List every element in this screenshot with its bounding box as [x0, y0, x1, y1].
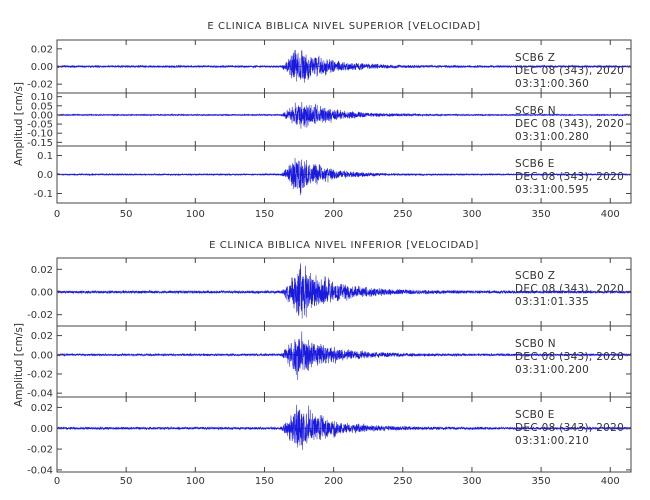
y-axis-label: Amplitud [cm/s]: [13, 82, 25, 166]
station-annotation: 03:31:00.595: [515, 184, 589, 196]
station-annotation: 03:31:00.280: [515, 131, 589, 143]
y-tick-label: 0.00: [31, 62, 53, 73]
y-tick-label: -0.02: [27, 369, 53, 380]
station-annotation: DEC 08 (343), 2020: [515, 171, 624, 183]
x-tick-label: 200: [324, 209, 343, 220]
y-tick-label: 0.02: [31, 403, 53, 414]
seismogram-trace: [56, 263, 632, 319]
seismogram-trace: [56, 158, 632, 196]
seismogram-trace: [56, 102, 632, 129]
y-tick-label: -0.02: [27, 80, 53, 91]
seismogram-trace: [56, 404, 632, 450]
station-annotation: SCB0 N: [515, 338, 556, 350]
station-annotation: DEC 08 (343), 2020: [515, 118, 624, 130]
station-annotation: SCB6 Z: [515, 52, 555, 64]
x-tick-label: 100: [186, 209, 205, 220]
y-tick-label: 0.00: [31, 288, 53, 299]
y-tick-label: 0.02: [31, 265, 53, 276]
y-tick-label: 0.00: [31, 110, 53, 121]
y-tick-label: -0.1: [33, 189, 53, 200]
y-tick-label: -0.10: [27, 129, 53, 140]
station-annotation: DEC 08 (343), 2020: [515, 65, 624, 77]
station-annotation: SCB0 E: [515, 409, 555, 421]
y-tick-label: -0.02: [27, 310, 53, 321]
x-tick-label: 200: [324, 476, 343, 487]
chart-title: E CLINICA BIBLICA NIVEL INFERIOR [VELOCI…: [209, 240, 479, 251]
station-annotation: DEC 08 (343), 2020: [515, 351, 624, 363]
chart-title: E CLINICA BIBLICA NIVEL SUPERIOR [VELOCI…: [207, 21, 480, 32]
x-tick-label: 50: [120, 209, 133, 220]
x-tick-label: 350: [532, 476, 551, 487]
x-tick-label: 0: [54, 209, 60, 220]
y-tick-label: -0.04: [27, 465, 53, 476]
station-annotation: SCB0 Z: [515, 270, 555, 282]
seismogram-trace: [56, 49, 632, 83]
x-tick-label: 300: [462, 476, 481, 487]
y-tick-label: 0.10: [31, 92, 53, 103]
y-tick-label: -0.04: [27, 389, 53, 400]
y-tick-label: 0.02: [31, 331, 53, 342]
plots-layer: E CLINICA BIBLICA NIVEL SUPERIOR [VELOCI…: [13, 21, 632, 487]
y-tick-label: -0.05: [27, 120, 53, 131]
y-tick-label: 0.00: [31, 350, 53, 361]
y-tick-label: 0.0: [37, 170, 53, 181]
x-tick-label: 50: [120, 476, 133, 487]
station-annotation: DEC 08 (343), 2020: [515, 283, 624, 295]
x-tick-label: 0: [54, 476, 60, 487]
station-annotation: SCB6 N: [515, 105, 556, 117]
y-tick-label: 0.1: [37, 151, 53, 162]
station-annotation: 03:31:00.360: [515, 78, 589, 90]
y-tick-label: -0.02: [27, 445, 53, 456]
y-tick-label: 0.05: [31, 101, 53, 112]
x-tick-label: 250: [393, 476, 412, 487]
y-tick-label: 0.02: [31, 44, 53, 55]
y-tick-label: 0.00: [31, 424, 53, 435]
x-tick-label: 400: [601, 209, 620, 220]
x-tick-label: 100: [186, 476, 205, 487]
station-annotation: SCB6 E: [515, 158, 555, 170]
x-tick-label: 150: [255, 476, 274, 487]
x-tick-label: 350: [532, 209, 551, 220]
x-tick-label: 300: [462, 209, 481, 220]
x-tick-label: 400: [601, 476, 620, 487]
y-tick-label: -0.15: [27, 138, 53, 149]
panel-frame: [56, 396, 632, 473]
y-axis-label: Amplitud [cm/s]: [13, 323, 25, 407]
station-annotation: 03:31:01.335: [515, 296, 589, 308]
station-annotation: 03:31:00.200: [515, 364, 589, 376]
x-tick-label: 250: [393, 209, 412, 220]
x-tick-label: 150: [255, 209, 274, 220]
station-annotation: 03:31:00.210: [515, 435, 589, 447]
station-annotation: DEC 08 (343), 2020: [515, 422, 624, 434]
seismogram-trace: [56, 331, 632, 381]
